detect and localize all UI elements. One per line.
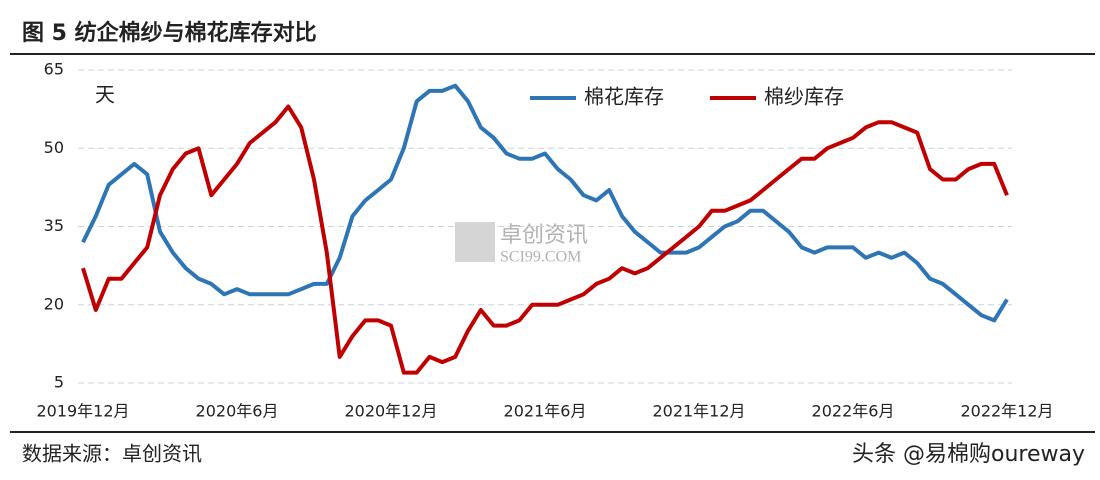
watermark-site: SCI99.COM — [500, 249, 581, 266]
y-tick-label: 65 — [44, 60, 64, 79]
source: 数据来源：卓创资讯 — [22, 442, 202, 466]
y-tick-label: 5 — [54, 373, 64, 392]
series-line — [81, 104, 1009, 375]
y-tick-label: 20 — [44, 294, 64, 313]
watermark-name: 卓创资讯 — [500, 223, 588, 248]
chart-title: 图 5 纺企棉纱与棉花库存对比 — [22, 20, 317, 46]
y-unit: 天 — [95, 83, 115, 107]
legend-label: 棉花库存 — [584, 85, 664, 109]
x-tick-label: 2019年12月 — [36, 402, 129, 421]
x-tick-label: 2022年6月 — [812, 402, 895, 421]
x-tick-label: 2021年6月 — [504, 402, 587, 421]
series-line — [81, 83, 1009, 323]
y-tick-label: 50 — [44, 138, 64, 157]
x-tick-label: 2022年12月 — [960, 402, 1053, 421]
credit: 头条 @易棉购oureway — [852, 442, 1085, 467]
watermark: 卓创资讯 SCI99.COM — [455, 222, 588, 266]
x-tick-label: 2020年6月 — [196, 402, 279, 421]
x-tick-label: 2021年12月 — [652, 402, 745, 421]
y-tick-label: 35 — [44, 216, 64, 235]
legend-label: 棉纱库存 — [764, 85, 844, 109]
watermark-logo — [455, 222, 495, 262]
x-tick-label: 2020年12月 — [344, 402, 437, 421]
